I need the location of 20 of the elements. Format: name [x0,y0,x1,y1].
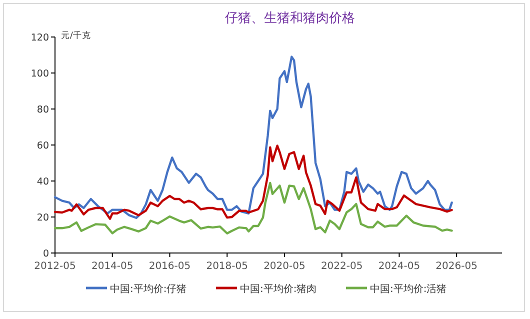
y-tick-label: 20 [36,212,49,224]
x-tick-label: 2016-05 [148,261,191,272]
x-tick-label: 2022-05 [320,261,363,272]
ylabel: 元/千克 [61,31,91,41]
y-tick-label: 120 [30,32,49,44]
x-tick-label: 2024-05 [378,261,420,272]
x-tick-label: 2018-05 [206,261,248,272]
legend-label: 中国:平均价:猪肉 [240,283,317,295]
x-tick-label: 2026-05 [436,261,478,272]
legend-label: 中国:平均价:活猪 [370,283,447,295]
x-tick-label: 2012-05 [34,261,76,272]
y-tick-label: 80 [36,104,49,116]
title: 仔猪、生猪和猪肉价格 [225,11,355,26]
x-tick-label: 2020-05 [264,261,306,272]
legend-label: 中国:平均价:仔猪 [110,283,187,295]
y-tick-label: 60 [36,140,49,152]
y-tick-label: 40 [36,176,49,188]
x-tick-label: 2014-05 [91,261,134,272]
y-tick-label: 0 [42,248,49,260]
y-tick-label: 100 [30,68,49,80]
